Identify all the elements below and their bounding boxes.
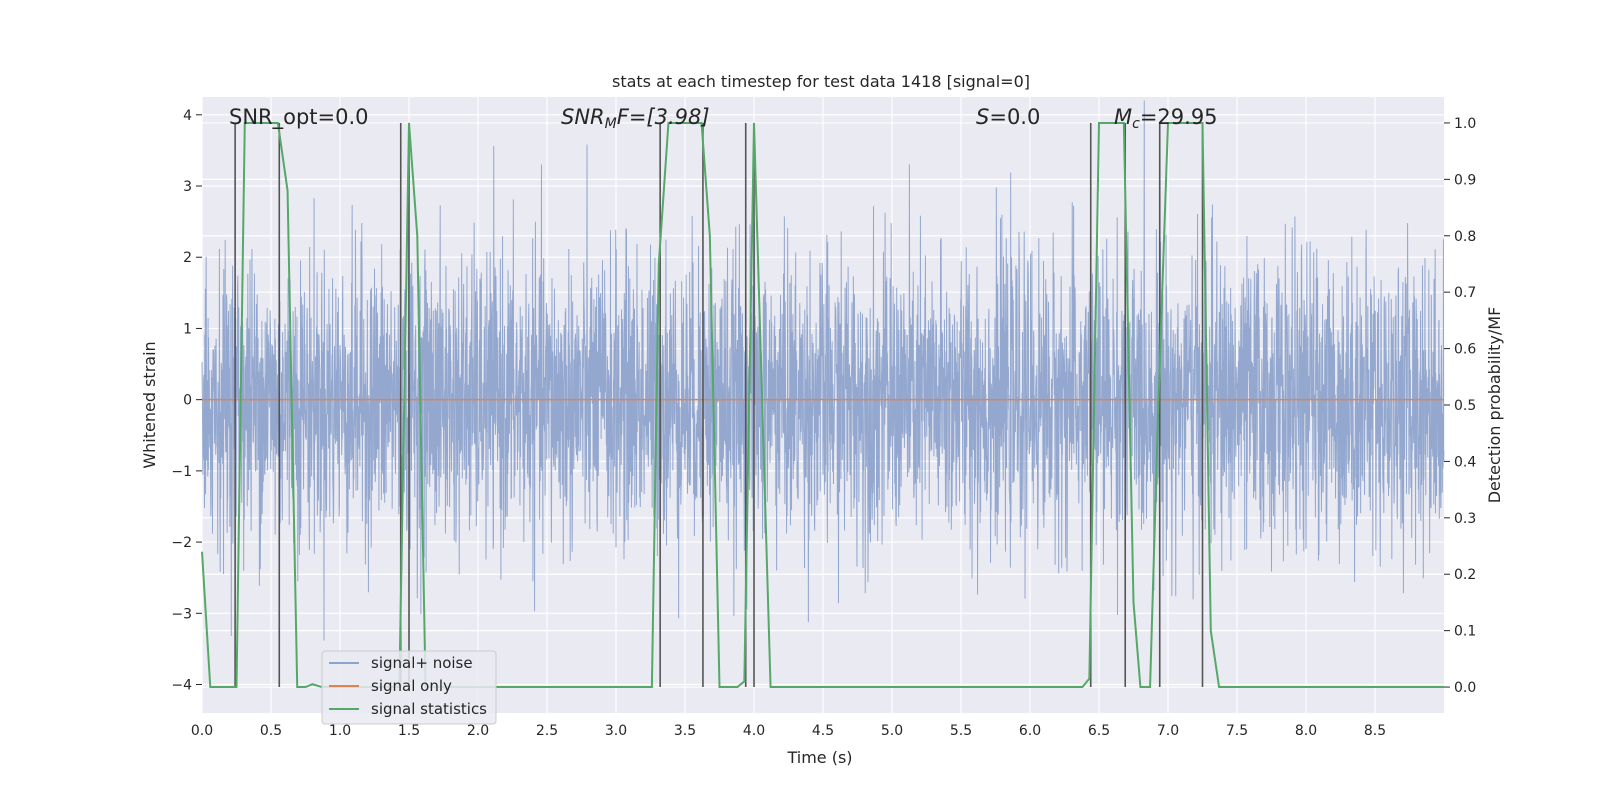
y-left-tick-label: 1 [183, 321, 192, 337]
y-left-tick-label: −1 [171, 464, 192, 480]
mc-rest: =29.95 [1140, 105, 1218, 129]
x-tick-label: 1.0 [329, 723, 351, 739]
vertical-markers [234, 122, 1204, 688]
y-right-tick-label: 0.6 [1454, 342, 1476, 358]
x-axis-ticks: 0.0 0.5 1.0 1.5 2.0 2.5 3.0 3.5 4.0 4.5 5.0 5.5 6.0 6… [191, 723, 1386, 739]
x-tick-label: 7.5 [1226, 723, 1248, 739]
y-right-tick-label: 0.5 [1454, 398, 1476, 414]
x-tick-label: 1.5 [398, 723, 420, 739]
legend: signal+ noise signal only signal statist… [321, 650, 497, 725]
y-left-tick-label: −4 [171, 678, 192, 694]
y-axis-left-ticks: 4 3 2 1 0 −1 −2 −3 −4 [171, 108, 202, 694]
y-left-tick-label: 2 [183, 250, 192, 266]
stats-line [201, 121, 1444, 689]
y-right-tick-label: 0.4 [1454, 454, 1476, 470]
y-axis-left-label: Whitened strain [140, 341, 159, 468]
y-axis-right-ticks: 1.0 0.9 0.8 0.7 0.6 0.5 0.4 0.3 0.2 0.1 0.0 [1444, 116, 1476, 696]
x-tick-label: 8.5 [1364, 723, 1386, 739]
series-signal-statistics [201, 121, 1444, 689]
s-rest: =0.0 [989, 105, 1040, 129]
legend-label-stats: signal statistics [371, 700, 487, 718]
chart-title: stats at each timestep for test data 141… [612, 72, 1030, 91]
x-tick-label: 2.0 [467, 723, 489, 739]
x-tick-label: 3.5 [674, 723, 696, 739]
y-left-tick-label: 0 [183, 393, 192, 409]
snr-mf-rest: F=[3.98] [617, 105, 710, 129]
annotation-snr-opt: SNR_opt=0.0 [229, 105, 369, 130]
y-left-tick-label: 3 [183, 179, 192, 195]
annotation-mc: Mc=29.95 [1114, 105, 1218, 132]
legend-box [321, 650, 497, 725]
x-tick-label: 5.5 [950, 723, 972, 739]
y-right-tick-label: 0.9 [1454, 172, 1476, 188]
x-tick-label: 6.0 [1019, 723, 1041, 739]
x-tick-label: 2.5 [536, 723, 558, 739]
legend-label-noise: signal+ noise [371, 654, 473, 672]
mc-subscript: c [1132, 116, 1140, 132]
y-right-tick-label: 0.0 [1454, 680, 1476, 696]
annotation-s: S=0.0 [976, 105, 1040, 129]
y-right-tick-label: 0.8 [1454, 229, 1476, 245]
x-tick-label: 0.5 [260, 723, 282, 739]
snr-mf-symbol: SNR [561, 105, 605, 129]
y-left-tick-label: −3 [171, 606, 192, 622]
y-left-tick-label: 4 [183, 108, 192, 124]
x-tick-label: 6.5 [1088, 723, 1110, 739]
x-tick-label: 0.0 [191, 723, 213, 739]
legend-label-signal: signal only [371, 677, 452, 695]
y-right-tick-label: 0.7 [1454, 285, 1476, 301]
snr-mf-subscript: M [605, 116, 617, 132]
y-left-tick-label: −2 [171, 535, 192, 551]
y-right-tick-label: 1.0 [1454, 116, 1476, 132]
annotation-snr-mf: SNRMF=[3.98] [561, 105, 710, 132]
x-tick-label: 8.0 [1295, 723, 1317, 739]
y-right-tick-label: 0.1 [1454, 624, 1476, 640]
mc-symbol: M [1114, 105, 1132, 129]
x-tick-label: 4.0 [743, 723, 765, 739]
x-tick-label: 5.0 [881, 723, 903, 739]
x-tick-label: 4.5 [812, 723, 834, 739]
y-right-tick-label: 0.3 [1454, 511, 1476, 527]
y-axis-right-label: Detection probability/MF [1485, 307, 1504, 504]
x-axis-label: Time (s) [786, 748, 852, 767]
s-symbol: S [976, 105, 989, 129]
x-tick-label: 3.0 [605, 723, 627, 739]
y-right-tick-label: 0.2 [1454, 567, 1476, 583]
x-tick-label: 7.0 [1157, 723, 1179, 739]
